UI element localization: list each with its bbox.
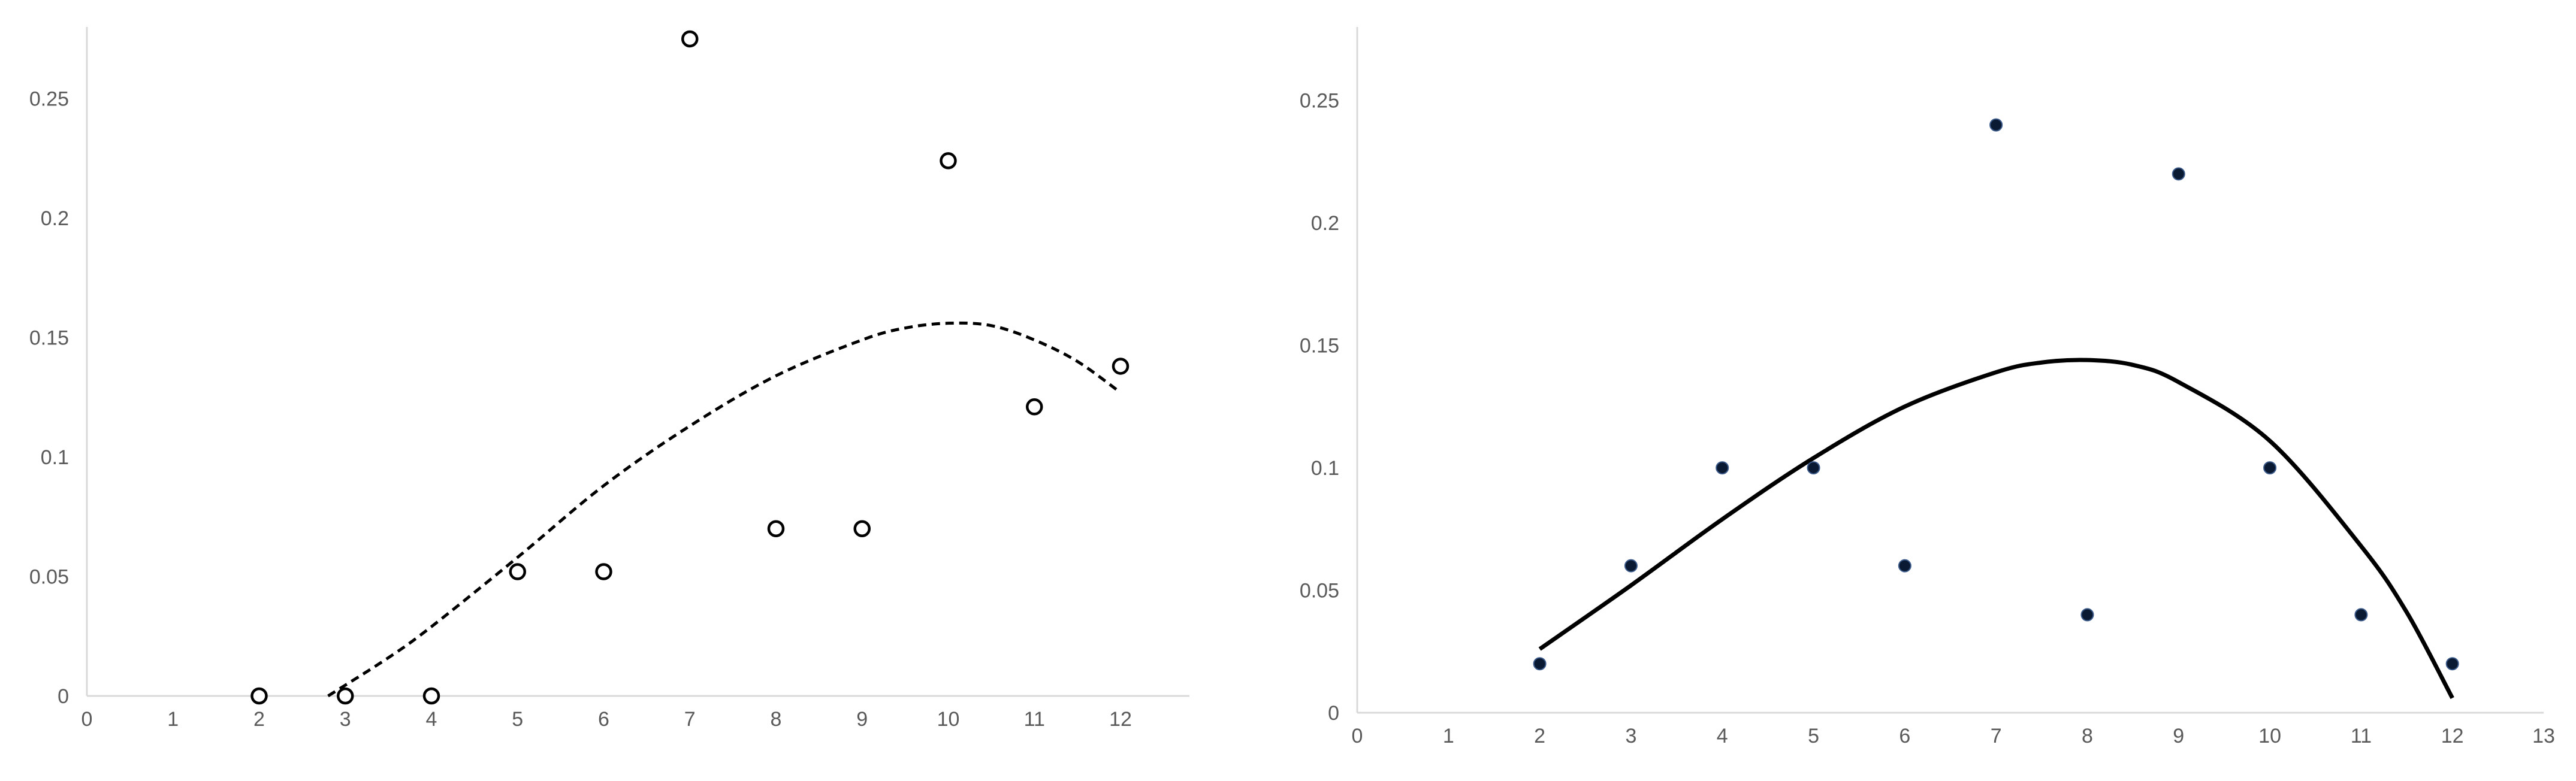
- chart0-x-tick-label: 12: [1109, 708, 1132, 731]
- chart0-x-tick-label: 11: [1024, 708, 1045, 731]
- chart1-data-point: [1807, 461, 1820, 475]
- chart0-y-tick-label: 0.05: [29, 566, 69, 589]
- chart1-data-point: [2080, 608, 2094, 622]
- chart1-x-tick-label: 7: [1991, 725, 2002, 747]
- chart1-y-tick-label: 0.05: [1300, 580, 1339, 603]
- chart1-data-point: [1533, 657, 1547, 671]
- chart1-data-point: [2354, 608, 2368, 622]
- chart1-x-tick-label: 2: [1534, 725, 1545, 747]
- chart1-data-point: [1624, 559, 1638, 573]
- chart1-y-tick-label: 0.2: [1311, 212, 1339, 235]
- chart0-data-point: [1112, 358, 1130, 375]
- chart1-data-point: [2445, 657, 2459, 671]
- chart0-data-point: [422, 687, 440, 705]
- chart1-y-tick-label: 0.1: [1311, 457, 1339, 480]
- chart0-data-point: [681, 30, 699, 48]
- chart1-x-tick-label: 6: [1899, 725, 1910, 747]
- chart0-x-tick-label: 1: [167, 708, 179, 731]
- chart0-x-tick-label: 2: [253, 708, 265, 731]
- chart0-data-point: [940, 152, 957, 169]
- chart0-y-tick-label: 0.1: [41, 446, 69, 469]
- chart1-x-tick-label: 1: [1443, 725, 1454, 747]
- chart0-y-tick-label: 0.25: [29, 88, 69, 111]
- chart1-x-tick-label: 11: [2351, 725, 2372, 747]
- chart1-x-tick-label: 5: [1808, 725, 1819, 747]
- scatter-chart-right: 0 1 2 3 4 5 6 7 8 9 10 11 12 13 0 0.05 0.1 0.15 0.2 0.25: [1294, 0, 2576, 778]
- chart0-data-point: [1026, 398, 1043, 416]
- chart1-data-point: [1989, 118, 2003, 132]
- chart0-x-tick-label: 3: [340, 708, 351, 731]
- chart1-y-tick-label: 0: [1328, 702, 1339, 725]
- chart0-x-tick-label: 10: [937, 708, 960, 731]
- chart1-x-tick-label: 12: [2441, 725, 2464, 747]
- chart1-x-tick-label: 8: [2082, 725, 2093, 747]
- chart1-data-point: [2172, 167, 2185, 181]
- chart0-data-point: [509, 563, 526, 580]
- chart1-trendline: [1538, 358, 2454, 700]
- chart0-y-tick-label: 0: [58, 685, 69, 708]
- chart0-x-tick-label: 4: [426, 708, 437, 731]
- chart0-x-tick-label: 9: [856, 708, 868, 731]
- chart0-trendline: [327, 321, 1122, 698]
- chart0-y-tick-label: 0.15: [29, 327, 69, 350]
- chart1-y-tick-label: 0.25: [1300, 90, 1339, 113]
- chart0-x-tick-label: 7: [684, 708, 696, 731]
- chart0-x-tick-label: 8: [771, 708, 782, 731]
- chart0-x-tick-label: 6: [598, 708, 609, 731]
- chart1-x-tick-label: 9: [2173, 725, 2184, 747]
- chart1-x-tick-label: 13: [2532, 725, 2555, 747]
- chart1-x-tick-label: 3: [1625, 725, 1636, 747]
- chart0-data-point: [595, 563, 612, 580]
- chart0-y-tick-label: 0.2: [41, 207, 69, 230]
- chart1-y-tick-label: 0.15: [1300, 335, 1339, 358]
- chart0-x-tick-label: 5: [512, 708, 523, 731]
- chart1-data-point: [2263, 461, 2277, 475]
- scatter-chart-left: 0 1 2 3 4 5 6 7 8 9 10 11 12 0 0.05 0.1 0.15 0.2 0.25: [0, 0, 1234, 778]
- chart1-x-tick-label: 0: [1352, 725, 1363, 747]
- chart0-data-point: [767, 520, 785, 537]
- chart1-x-tick-label: 10: [2258, 725, 2281, 747]
- chart1-data-point: [1898, 559, 1911, 573]
- chart0-data-point: [337, 687, 354, 705]
- chart0-x-tick-label: 0: [81, 708, 93, 731]
- chart0-data-point: [853, 520, 871, 537]
- chart0-data-point: [250, 687, 268, 705]
- chart1-x-tick-label: 4: [1717, 725, 1728, 747]
- chart1-data-point: [1716, 461, 1729, 475]
